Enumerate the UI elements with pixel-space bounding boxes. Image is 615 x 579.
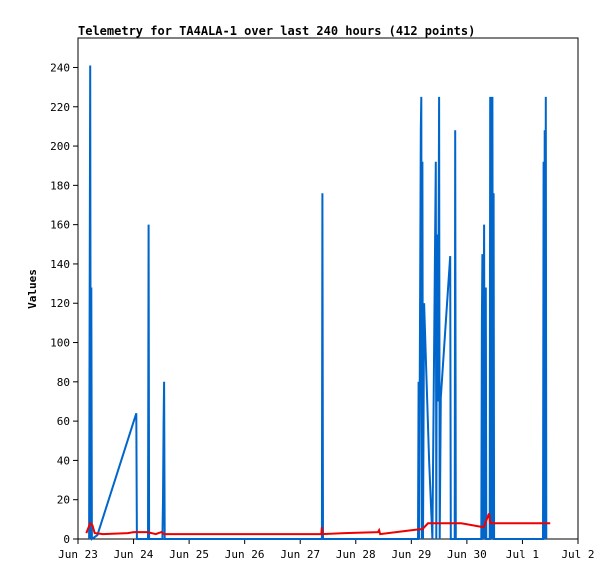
y-tick-label: 220	[50, 101, 70, 114]
series-layer	[85, 65, 551, 541]
y-tick-label: 180	[50, 179, 70, 192]
x-tick-label: Jul 1	[506, 548, 539, 561]
y-tick-label: 20	[57, 494, 70, 507]
plot-area-frame	[77, 37, 579, 540]
y-tick-label: 160	[50, 219, 70, 232]
chart-title: Telemetry for TA4ALA-1 over last 240 hou…	[78, 24, 475, 38]
x-tick-label: Jun 28	[336, 548, 376, 561]
y-axis-label: Values	[26, 269, 39, 309]
y-tick-label: 80	[57, 376, 70, 389]
series-line-2	[85, 513, 551, 536]
y-tick-label: 100	[50, 337, 70, 350]
y-tick-label: 200	[50, 140, 70, 153]
x-tick-label: Jun 30	[447, 548, 487, 561]
x-tick-label: Jun 29	[391, 548, 431, 561]
y-tick-label: 140	[50, 258, 70, 271]
x-tick-label: Jun 25	[169, 548, 209, 561]
x-tick-label: Jun 23	[58, 548, 98, 561]
y-tick-label: 0	[63, 533, 70, 546]
y-tick-label: 40	[57, 454, 70, 467]
x-tick-label: Jun 26	[225, 548, 265, 561]
y-axis-ticks: 0 20 40 60 80 100 120 140 160 180 200 220 240	[50, 61, 78, 546]
series-line-1	[88, 65, 548, 541]
x-axis-ticks: Jun 23 Jun 24 Jun 25 Jun 26 Jun 27 Jun 28 Jun …	[58, 539, 595, 561]
x-tick-label: Jul 2	[561, 548, 594, 561]
y-tick-label: 120	[50, 297, 70, 310]
y-tick-label: 240	[50, 61, 70, 74]
y-tick-label: 60	[57, 415, 70, 428]
x-tick-label: Jun 27	[280, 548, 320, 561]
x-tick-label: Jun 24	[114, 548, 154, 561]
